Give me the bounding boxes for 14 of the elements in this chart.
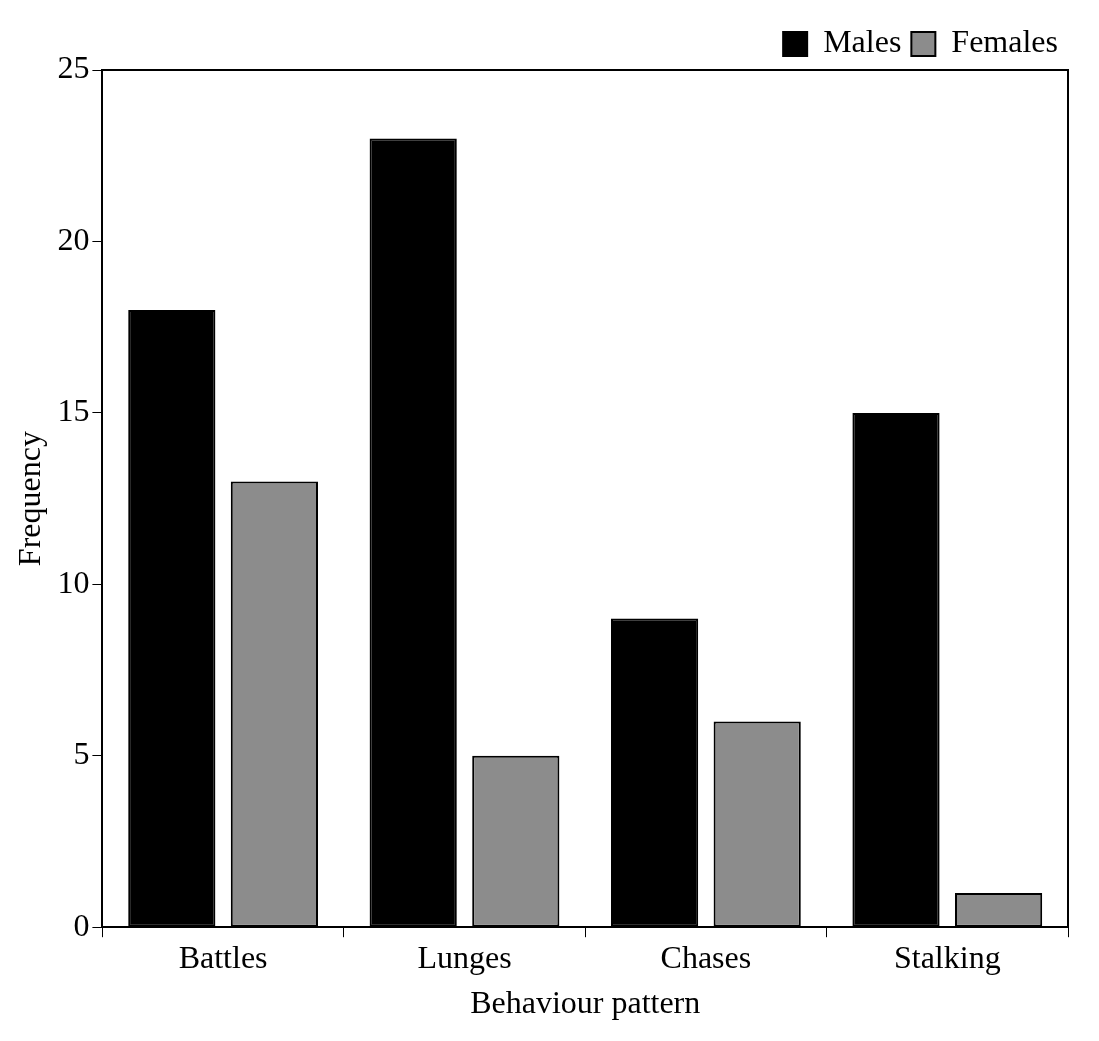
x-tick-label: Battles: [178, 938, 268, 975]
legend-label: Males: [823, 23, 902, 60]
y-tick-label: 20: [57, 220, 90, 257]
y-tick-label: 5: [73, 735, 90, 772]
x-tick-label: Stalking: [893, 938, 1001, 975]
legend-label: Females: [951, 23, 1058, 60]
y-tick-label: 15: [57, 392, 90, 429]
y-tick-label: 25: [57, 49, 90, 86]
y-axis-title: Frequency: [10, 431, 47, 567]
y-tick-label: 0: [73, 906, 90, 943]
x-tick-label: Chases: [660, 938, 752, 975]
y-tick-label: 10: [57, 563, 90, 600]
x-tick-label: Lunges: [417, 938, 512, 975]
x-axis-title: Behaviour pattern: [470, 984, 701, 1021]
